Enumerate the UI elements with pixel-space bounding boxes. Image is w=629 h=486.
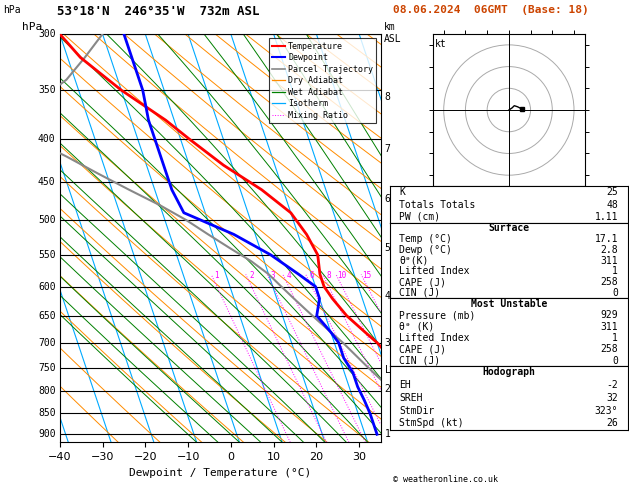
Text: LCL: LCL <box>385 365 403 375</box>
Text: 1: 1 <box>613 266 618 277</box>
Text: 1.11: 1.11 <box>595 212 618 222</box>
Text: Pressure (mb): Pressure (mb) <box>399 311 476 320</box>
Text: 48: 48 <box>606 200 618 209</box>
Text: 1: 1 <box>613 333 618 343</box>
Text: 10: 10 <box>337 271 347 280</box>
Text: 15: 15 <box>362 271 372 280</box>
Text: 25: 25 <box>606 187 618 197</box>
Text: θᵊ (K): θᵊ (K) <box>399 322 435 331</box>
Text: SREH: SREH <box>399 393 423 403</box>
Text: 6: 6 <box>385 194 391 204</box>
Text: CIN (J): CIN (J) <box>399 356 441 365</box>
Text: 3: 3 <box>385 338 391 347</box>
Text: 2.8: 2.8 <box>601 245 618 255</box>
Text: 900: 900 <box>38 429 55 439</box>
Text: 300: 300 <box>38 29 55 39</box>
Text: Surface: Surface <box>488 223 530 233</box>
Text: ASL: ASL <box>384 34 401 44</box>
Text: Temp (°C): Temp (°C) <box>399 234 452 244</box>
Text: 929: 929 <box>601 311 618 320</box>
Text: 2: 2 <box>385 384 391 394</box>
Text: 8: 8 <box>326 271 331 280</box>
Text: 32: 32 <box>606 393 618 403</box>
Text: 26: 26 <box>606 418 618 428</box>
Text: 8: 8 <box>385 92 391 103</box>
Text: 750: 750 <box>38 363 55 373</box>
Text: 7: 7 <box>385 144 391 154</box>
Text: km: km <box>384 21 396 32</box>
Text: 500: 500 <box>38 215 55 225</box>
Text: 3: 3 <box>270 271 275 280</box>
Text: 311: 311 <box>601 256 618 266</box>
Text: 258: 258 <box>601 345 618 354</box>
Text: 311: 311 <box>601 322 618 331</box>
Text: 700: 700 <box>38 338 55 347</box>
Text: -2: -2 <box>606 381 618 390</box>
Text: Lifted Index: Lifted Index <box>399 333 470 343</box>
Text: 6: 6 <box>309 271 314 280</box>
Text: 2: 2 <box>249 271 253 280</box>
Text: StmSpd (kt): StmSpd (kt) <box>399 418 464 428</box>
Text: 350: 350 <box>38 85 55 95</box>
Text: Lifted Index: Lifted Index <box>399 266 470 277</box>
Text: 4: 4 <box>286 271 291 280</box>
Text: K: K <box>399 187 405 197</box>
Text: 08.06.2024  06GMT  (Base: 18): 08.06.2024 06GMT (Base: 18) <box>393 5 589 15</box>
Text: CIN (J): CIN (J) <box>399 288 441 298</box>
Text: 17.1: 17.1 <box>595 234 618 244</box>
Text: 600: 600 <box>38 281 55 292</box>
Text: Totals Totals: Totals Totals <box>399 200 476 209</box>
X-axis label: Dewpoint / Temperature (°C): Dewpoint / Temperature (°C) <box>129 468 311 478</box>
Text: hPa: hPa <box>22 21 42 32</box>
Text: CAPE (J): CAPE (J) <box>399 277 447 287</box>
Text: 53°18'N  246°35'W  732m ASL: 53°18'N 246°35'W 732m ASL <box>57 5 259 18</box>
Text: PW (cm): PW (cm) <box>399 212 441 222</box>
Text: 0: 0 <box>613 288 618 298</box>
Text: Hodograph: Hodograph <box>482 367 535 377</box>
Text: 4: 4 <box>385 291 391 301</box>
Text: hPa: hPa <box>3 5 21 15</box>
Text: 550: 550 <box>38 250 55 260</box>
Text: Most Unstable: Most Unstable <box>470 298 547 309</box>
Text: EH: EH <box>399 381 411 390</box>
Text: 800: 800 <box>38 386 55 397</box>
Text: 5: 5 <box>385 243 391 253</box>
Text: 1: 1 <box>214 271 219 280</box>
Text: Dewp (°C): Dewp (°C) <box>399 245 452 255</box>
Text: kt: kt <box>435 39 447 50</box>
Text: 323°: 323° <box>595 406 618 416</box>
Text: θᵊ(K): θᵊ(K) <box>399 256 429 266</box>
Text: © weatheronline.co.uk: © weatheronline.co.uk <box>393 474 498 484</box>
Text: 850: 850 <box>38 408 55 418</box>
Text: 450: 450 <box>38 177 55 187</box>
Text: StmDir: StmDir <box>399 406 435 416</box>
Text: CAPE (J): CAPE (J) <box>399 345 447 354</box>
Text: 258: 258 <box>601 277 618 287</box>
Legend: Temperature, Dewpoint, Parcel Trajectory, Dry Adiabat, Wet Adiabat, Isotherm, Mi: Temperature, Dewpoint, Parcel Trajectory… <box>269 38 376 123</box>
Text: 0: 0 <box>613 356 618 365</box>
Text: 650: 650 <box>38 311 55 321</box>
Text: 400: 400 <box>38 134 55 144</box>
Text: 1: 1 <box>385 429 391 439</box>
